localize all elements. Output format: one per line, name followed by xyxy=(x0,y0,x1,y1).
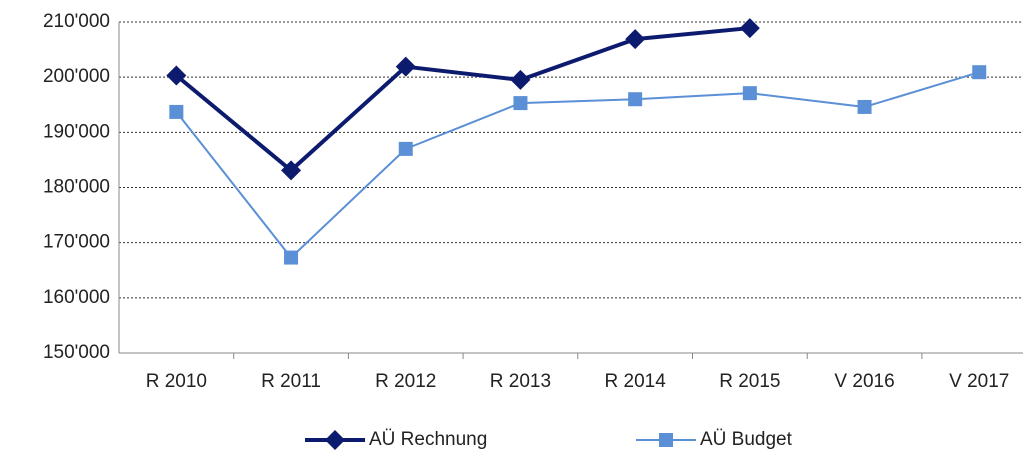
y-tick-label: 170'000 xyxy=(43,232,110,253)
point xyxy=(513,96,528,111)
point xyxy=(742,86,757,101)
legend-marker xyxy=(325,430,345,450)
point xyxy=(857,99,872,114)
y-tick-label: 150'000 xyxy=(43,342,110,363)
point xyxy=(398,141,413,156)
series-line xyxy=(175,71,980,259)
series-line xyxy=(175,26,751,173)
x-tick-label: R 2015 xyxy=(719,371,780,392)
y-tick-label: 210'000 xyxy=(43,11,110,32)
point xyxy=(166,65,187,86)
x-tick-label: R 2010 xyxy=(146,371,207,392)
legend-label: AÜ Budget xyxy=(700,429,793,450)
point xyxy=(169,104,184,119)
legend-label: AÜ Rechnung xyxy=(369,429,487,450)
x-tick-label: R 2012 xyxy=(375,371,436,392)
y-tick-label: 160'000 xyxy=(43,287,110,308)
point xyxy=(628,92,643,107)
x-tick-label: R 2014 xyxy=(605,371,667,392)
point xyxy=(972,65,987,80)
point xyxy=(739,18,760,39)
point xyxy=(395,56,416,77)
point xyxy=(284,250,299,265)
x-tick-label: R 2013 xyxy=(490,371,551,392)
point xyxy=(281,160,302,181)
y-tick-label: 180'000 xyxy=(43,177,110,198)
y-tick-label: 200'000 xyxy=(43,66,110,87)
legend-marker xyxy=(659,433,673,447)
y-tick-label: 190'000 xyxy=(43,121,110,142)
point xyxy=(510,69,531,90)
x-tick-label: V 2017 xyxy=(949,371,1009,392)
x-tick-label: R 2011 xyxy=(261,371,321,392)
point xyxy=(625,29,646,50)
x-tick-label: V 2016 xyxy=(834,371,894,392)
